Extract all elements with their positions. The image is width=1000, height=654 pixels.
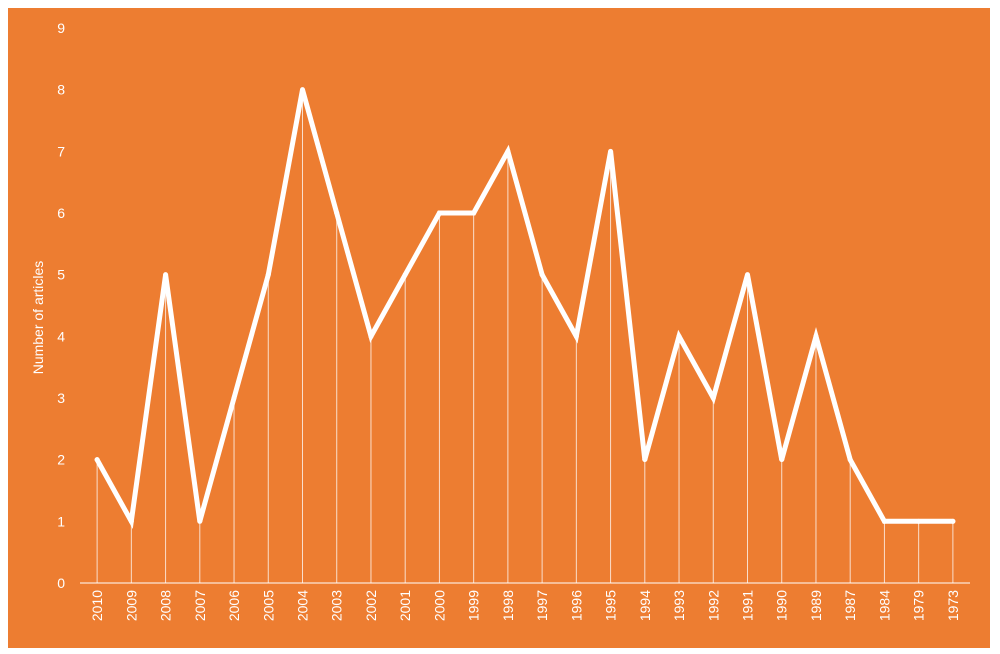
- x-tick-label: 2001: [397, 590, 413, 621]
- x-tick-label: 2004: [295, 590, 311, 621]
- data-point: [163, 272, 169, 278]
- y-tick-label: 6: [57, 205, 65, 221]
- x-tick-label: 1992: [705, 590, 721, 621]
- y-tick-label: 0: [57, 575, 65, 591]
- y-axis-label: Number of articles: [30, 261, 46, 375]
- x-tick-label: 1989: [808, 590, 824, 621]
- x-tick-label: 1984: [876, 590, 892, 621]
- data-point: [94, 457, 100, 463]
- data-point: [505, 148, 511, 154]
- data-point: [539, 272, 545, 278]
- x-tick-label: 2003: [329, 590, 345, 621]
- data-point: [745, 272, 750, 278]
- y-axis-tick-labels: 0 1 2 3 4 5 6 7 8 9: [57, 20, 65, 591]
- data-point: [128, 518, 134, 524]
- data-point: [334, 210, 340, 216]
- data-point: [779, 457, 785, 463]
- data-point: [710, 395, 716, 401]
- x-tick-label: 2006: [226, 590, 242, 621]
- data-point: [300, 87, 305, 93]
- x-tick-label: 1998: [500, 590, 516, 621]
- x-tick-label: 2000: [431, 590, 447, 621]
- y-tick-label: 3: [57, 390, 65, 406]
- data-point: [368, 333, 374, 339]
- data-point: [676, 333, 682, 339]
- y-tick-label: 8: [57, 82, 65, 98]
- x-tick-label: 1997: [534, 590, 550, 621]
- y-tick-label: 1: [57, 513, 65, 529]
- x-tick-label: 1995: [603, 590, 619, 621]
- x-tick-label: 2008: [158, 590, 174, 621]
- x-tick-label: 2005: [260, 590, 276, 621]
- x-tick-label: 1979: [911, 590, 927, 621]
- y-tick-label: 2: [57, 452, 65, 468]
- data-point: [950, 518, 956, 524]
- data-point: [573, 333, 579, 339]
- x-tick-label: 1991: [740, 590, 756, 621]
- data-point: [231, 395, 237, 401]
- data-point: [642, 457, 648, 463]
- data-points: [94, 87, 956, 524]
- x-tick-label: 1999: [466, 590, 482, 621]
- y-tick-label: 9: [57, 20, 65, 36]
- data-point: [813, 333, 819, 339]
- x-tick-label: 1994: [637, 590, 653, 621]
- chart-background: [8, 8, 990, 648]
- x-tick-label: 2002: [363, 590, 379, 621]
- x-tick-label: 2010: [89, 590, 105, 621]
- x-tick-label: 1973: [945, 590, 961, 621]
- x-axis-tick-labels: 2010 2009 2008 2007 2006 2005 2004 2003 2002 2001…: [89, 590, 961, 621]
- drop-lines: [96, 89, 954, 583]
- data-point: [265, 272, 271, 278]
- x-tick-label: 1990: [774, 590, 790, 621]
- x-tick-label: 1987: [842, 590, 858, 621]
- data-point: [608, 148, 614, 154]
- x-tick-label: 1996: [568, 590, 584, 621]
- data-point: [847, 457, 853, 463]
- data-point: [471, 210, 477, 216]
- data-point: [402, 272, 408, 278]
- y-tick-label: 7: [57, 143, 65, 159]
- y-tick-label: 4: [57, 328, 65, 344]
- y-tick-label: 5: [57, 267, 65, 283]
- x-tick-label: 2007: [192, 590, 208, 621]
- data-point: [197, 518, 203, 524]
- x-tick-label: 2009: [123, 590, 139, 621]
- data-point: [436, 210, 442, 216]
- x-tick-label: 1993: [671, 590, 687, 621]
- data-point: [881, 518, 887, 524]
- data-point: [916, 518, 922, 524]
- series-line: [94, 89, 956, 530]
